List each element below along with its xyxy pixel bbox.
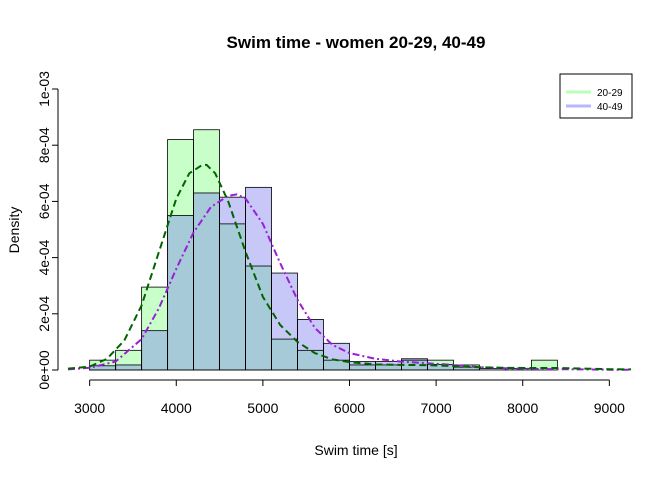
bar-overlap (89, 365, 116, 370)
bar-overlap (193, 192, 220, 370)
bar-40-49 (479, 368, 506, 370)
y-axis-label: Density (6, 207, 22, 254)
y-tick-label: 6e-04 (36, 183, 52, 219)
legend: 20-29 40-49 (559, 73, 633, 119)
x-axis-label: Swim time [s] (314, 442, 397, 458)
bar-overlap (375, 364, 402, 370)
bar-overlap (427, 364, 454, 370)
density-curves (67, 163, 632, 371)
bar-overlap (167, 215, 194, 370)
y-tick-label: 2e-04 (36, 296, 52, 332)
bar-outlines (89, 129, 558, 371)
x-tick-label: 6000 (334, 400, 365, 416)
bar-overlap (349, 364, 376, 370)
legend-label-40-49: 40-49 (597, 102, 623, 113)
y-axis: 0e+00 2e-04 4e-04 6e-04 8e-04 1e-03 (36, 71, 59, 390)
density-curve-20-29 (67, 163, 632, 371)
legend-box (559, 73, 633, 119)
bar-outline-20-29 (530, 359, 558, 371)
y-tick-label: 4e-04 (36, 239, 52, 275)
bar-overlap (323, 360, 350, 370)
bar-20-29 (531, 360, 558, 370)
bar-overlap (115, 364, 142, 370)
x-tick-label: 3000 (74, 400, 105, 416)
x-tick-label: 4000 (161, 400, 192, 416)
x-tick-label: 5000 (247, 400, 278, 416)
x-axis: 3000 4000 5000 6000 7000 8000 9000 (74, 379, 625, 416)
bar-overlap (219, 223, 246, 370)
y-tick-label: 8e-04 (36, 127, 52, 163)
x-tick-label: 8000 (507, 400, 538, 416)
x-tick-label: 7000 (421, 400, 452, 416)
bar-overlap (453, 367, 480, 370)
bar-overlap (245, 266, 272, 370)
x-tick-label: 9000 (594, 400, 625, 416)
y-tick-label: 1e-03 (36, 71, 52, 107)
chart-title: Swim time - women 20-29, 40-49 (227, 33, 486, 52)
bar-overlap (271, 339, 298, 370)
y-tick-label: 0e+00 (36, 350, 52, 390)
bar-overlap (141, 330, 168, 370)
legend-label-20-29: 20-29 (597, 88, 623, 99)
bar-overlap (297, 350, 324, 370)
